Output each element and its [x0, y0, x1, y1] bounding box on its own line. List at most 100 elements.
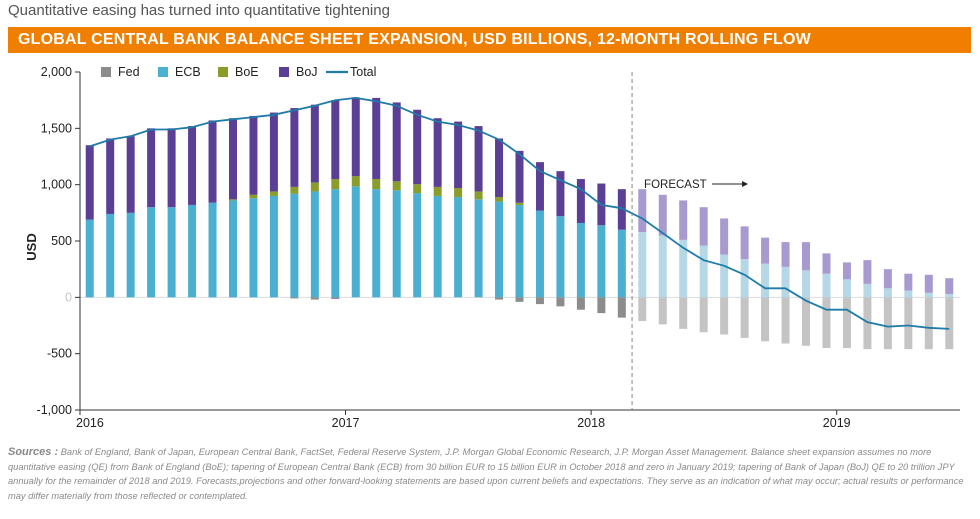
y-tick-label: 500 [51, 234, 72, 248]
bar-fed [597, 297, 606, 314]
bar-ecb [638, 231, 647, 298]
bar-boj [208, 120, 217, 203]
bar-fed [658, 297, 667, 325]
chart-title-banner: GLOBAL CENTRAL BANK BALANCE SHEET EXPANS… [8, 27, 971, 53]
bar-boe [413, 184, 422, 194]
y-tick-label: -500 [47, 347, 72, 361]
bar-boe [474, 191, 483, 200]
bar-boj [126, 136, 135, 213]
bar-fed [740, 297, 749, 338]
bar-fed [699, 297, 708, 333]
x-tick-label: 2019 [823, 416, 851, 430]
bar-boj [290, 108, 299, 187]
legend-label-total: Total [350, 65, 376, 79]
y-tick-label: 0 [65, 290, 72, 304]
bar-ecb [904, 290, 913, 298]
bar-boj [147, 128, 156, 208]
sources-label: Sources : [8, 446, 59, 458]
bar-boj [638, 189, 647, 232]
bar-boe [515, 202, 524, 205]
bar-ecb [679, 239, 688, 298]
bar-boj [535, 162, 544, 211]
legend-label-boj: BoJ [296, 65, 318, 79]
bar-ecb [535, 210, 544, 298]
bar-boj [413, 109, 422, 185]
bar-ecb [413, 193, 422, 298]
legend-label-boe: BoE [235, 65, 259, 79]
bar-boj [85, 145, 94, 220]
bar-fed [883, 297, 892, 350]
bar-ecb [372, 189, 381, 298]
bar-fed [679, 297, 688, 329]
bar-boj [188, 126, 197, 205]
bar-fed [781, 297, 790, 344]
bar-fed [761, 297, 770, 342]
chart-subtitle: Quantitative easing has turned into quan… [8, 2, 390, 19]
y-tick-label: -1,000 [37, 403, 72, 417]
bar-boj [842, 262, 851, 280]
bar-fed [720, 297, 729, 335]
bar-boj [720, 218, 729, 255]
balance-sheet-chart: -1,000 -500 0 500 1,000 1,500 2,000 2016 2017 201… [24, 65, 960, 430]
bar-ecb [597, 225, 606, 298]
bar-ecb [781, 266, 790, 298]
bar-ecb [474, 199, 483, 298]
bar-boj [228, 118, 237, 200]
bar-ecb [208, 202, 217, 298]
y-axis-title: USD [24, 233, 39, 260]
forecast-label: FORECAST [644, 179, 707, 191]
bar-boj [576, 179, 585, 223]
bar-ecb [331, 189, 340, 298]
bar-boe [310, 182, 319, 192]
bar-fed [638, 297, 647, 321]
bar-boj [310, 104, 319, 183]
bar-boj [495, 138, 504, 198]
bar-ecb [147, 207, 156, 298]
bar-ecb [269, 195, 278, 298]
bar-boe [454, 188, 463, 198]
bar-ecb [249, 198, 258, 298]
y-tick-label: 1,000 [41, 178, 72, 192]
bar-ecb [290, 193, 299, 298]
bar-boj [433, 118, 442, 187]
bar-ecb [126, 212, 135, 298]
bar-fed [290, 297, 299, 299]
bar-ecb [924, 292, 933, 298]
bar-boj [167, 128, 176, 208]
bar-fed [945, 297, 954, 350]
bar-boe [392, 181, 401, 191]
x-tick-label: 2016 [76, 416, 104, 430]
bar-fed [495, 297, 504, 300]
legend-swatch-fed [101, 67, 111, 77]
bar-boj [904, 273, 913, 291]
bar-fed [331, 297, 340, 300]
bar-boj [269, 112, 278, 192]
bar-ecb [310, 191, 319, 298]
bar-ecb [515, 204, 524, 298]
bar-ecb [617, 229, 626, 298]
bar-ecb [658, 235, 667, 298]
bar-fed [576, 297, 585, 310]
bar-boe [351, 176, 360, 187]
bar-boj [331, 100, 340, 180]
y-tick-label: 2,000 [41, 65, 72, 79]
bar-boj [249, 115, 258, 195]
bar-fed [822, 297, 831, 349]
bar-boj [945, 278, 954, 294]
x-tick-label: 2018 [577, 416, 605, 430]
bar-fed [904, 297, 913, 350]
bar-ecb [863, 283, 872, 298]
bar-ecb [761, 263, 770, 298]
total-line [89, 96, 950, 330]
bar-boj [802, 242, 811, 271]
bar-boj [474, 126, 483, 192]
bar-boe [433, 186, 442, 196]
bar-ecb [883, 288, 892, 298]
bar-fed [617, 297, 626, 318]
bar-boj [761, 237, 770, 264]
bar-boj [781, 242, 790, 267]
bar-fed [515, 297, 524, 302]
bar-ecb [85, 219, 94, 298]
bar-ecb [351, 186, 360, 298]
bar-boe [495, 197, 504, 202]
